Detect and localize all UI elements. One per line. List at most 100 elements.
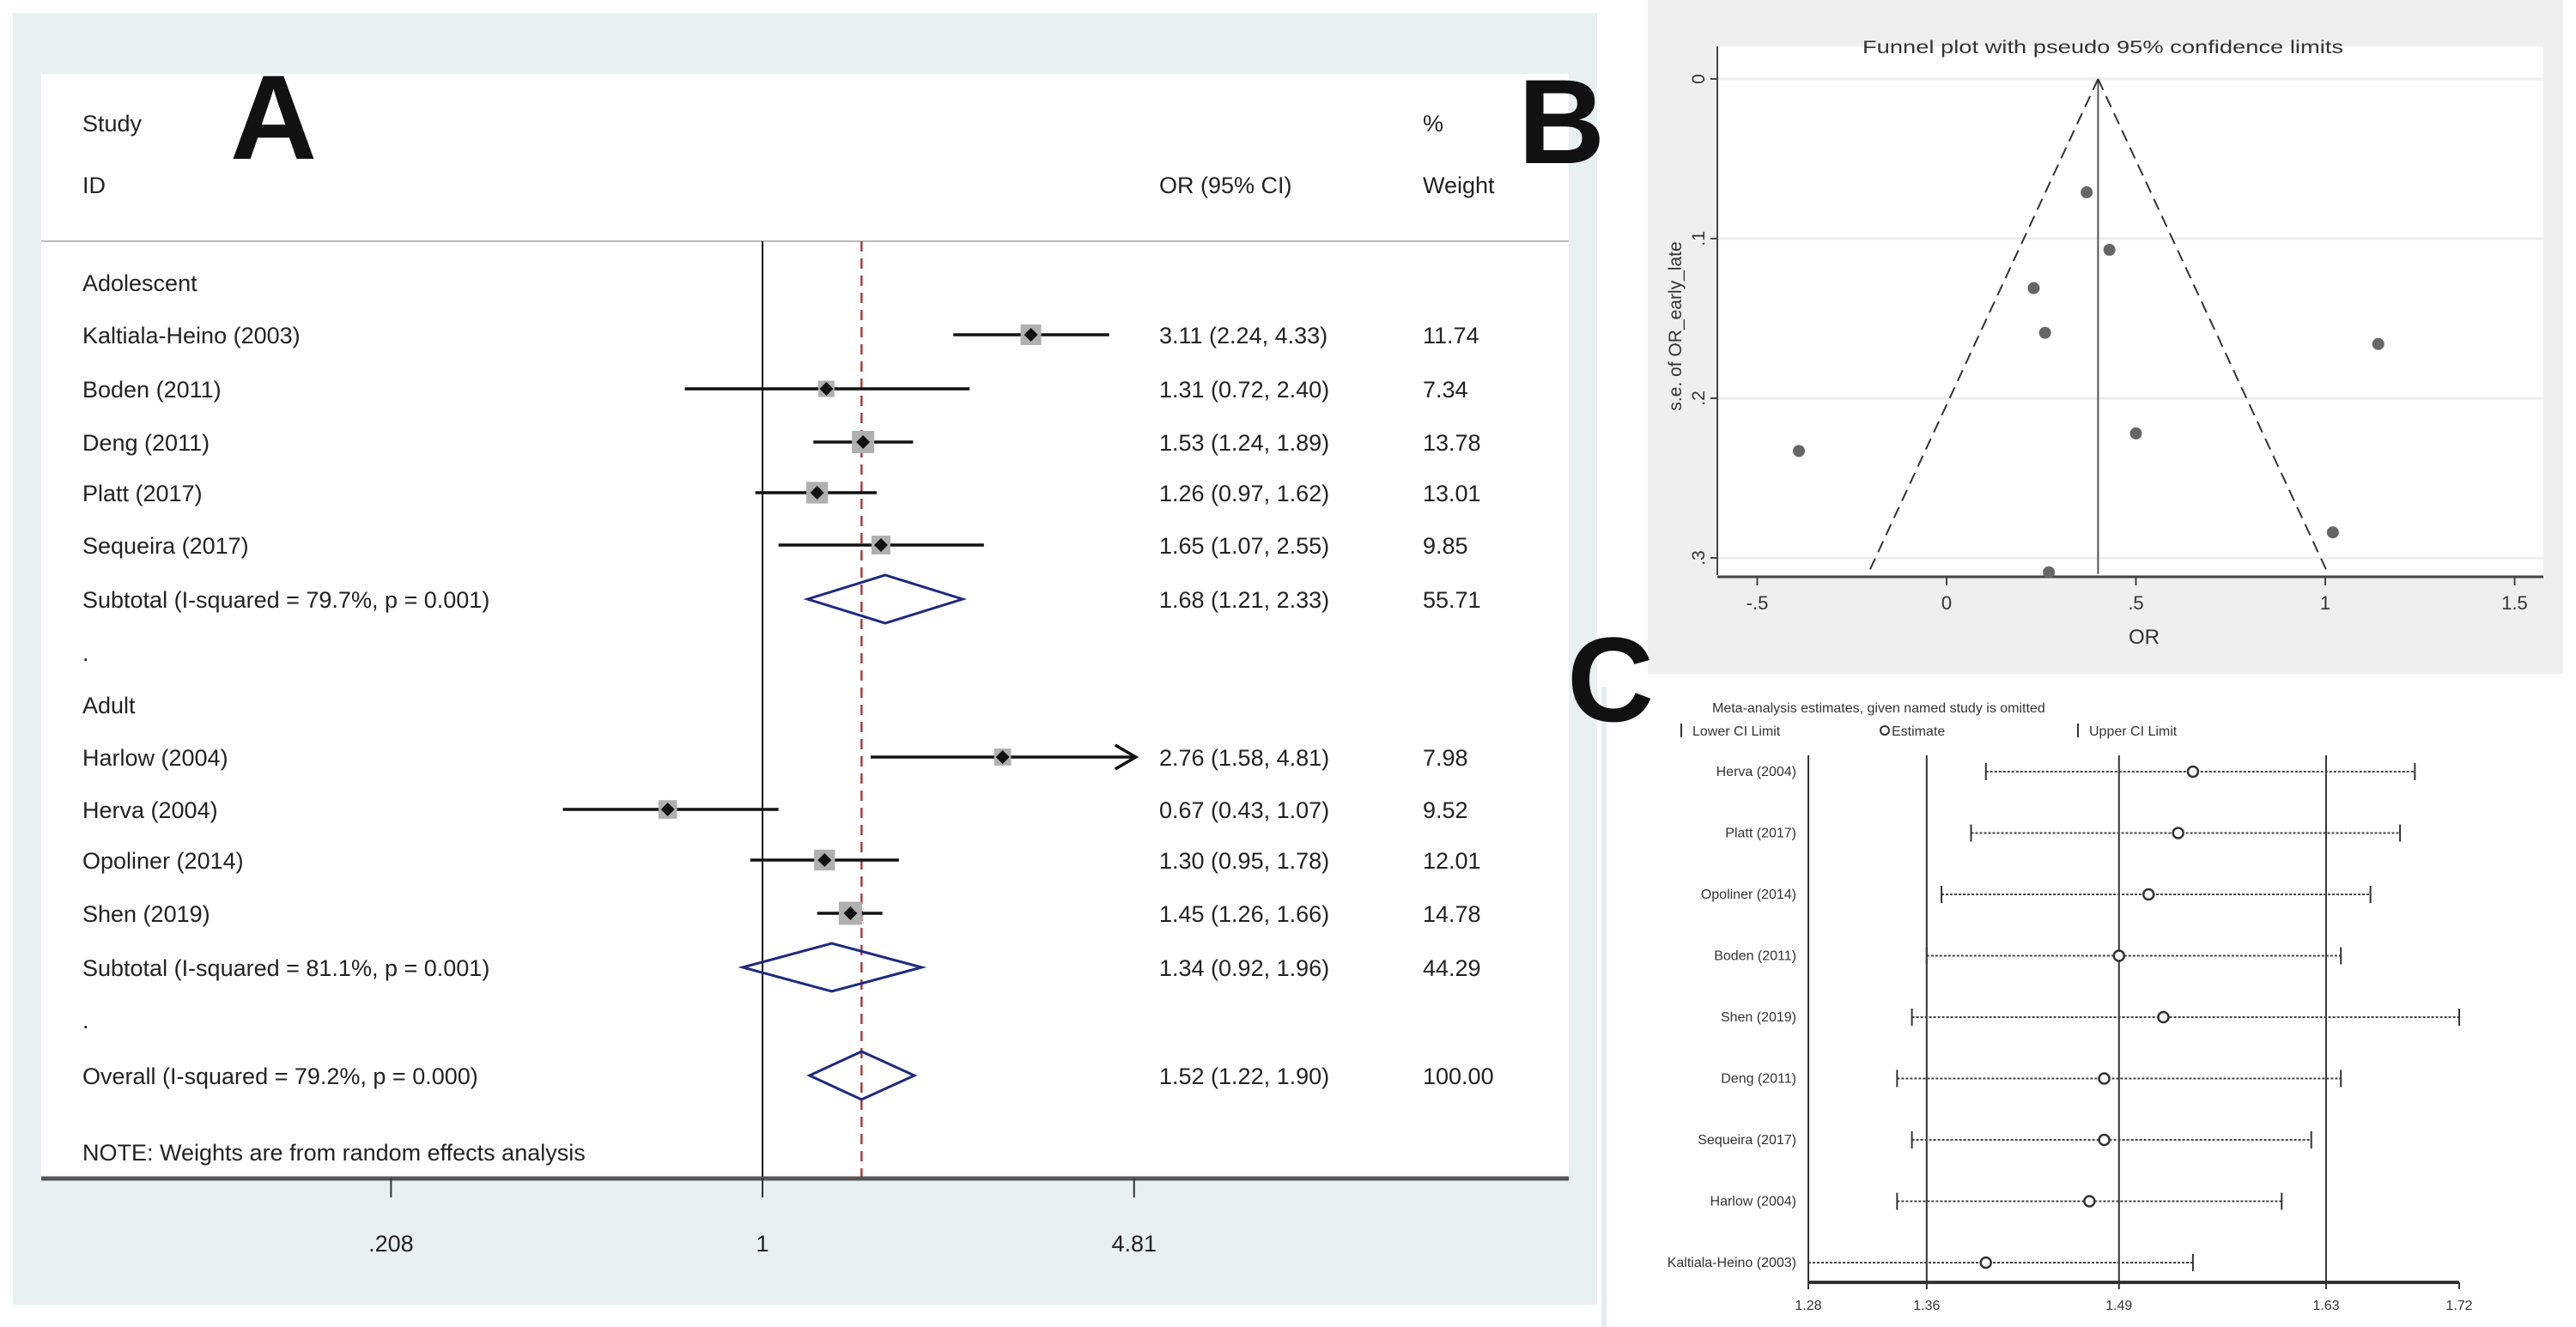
y-tick-label: .3 [1689,550,1709,566]
x-tick-label: 1.63 [2312,1299,2339,1313]
funnel-title: Funnel plot with pseudo 95% confidence l… [1862,38,2343,58]
or-ci-text: 1.53 (1.24, 1.89) [1159,430,1329,456]
influence-plot-panel: Meta-analysis estimates, given named stu… [1567,612,2473,1327]
study-row: Herva (2004) 0.67 (0.43, 1.07) 9.52 [82,797,1468,823]
study-point [2027,282,2040,294]
lower-confidence-limit [1867,78,2099,575]
weight-text: 13.01 [1423,481,1481,506]
study-point [2103,244,2116,257]
y-tick-label: .1 [1689,231,1709,246]
omitted-study-row: Sequeira (2017) [1698,1131,2312,1148]
influence-content: 1.28 1.36 1.49 1.63 1.72 Herva (2004) Platt (2… [1668,755,2473,1313]
omitted-study-label: Sequeira (2017) [1698,1133,1796,1148]
funnel-plot-area [1717,46,2543,575]
study-point [2038,326,2051,339]
or-ci-text: 1.65 (1.07, 2.55) [1159,533,1329,559]
study-label: Herva (2004) [82,797,218,823]
study-point [2326,526,2339,539]
point-estimate [819,382,834,396]
omitted-study-label: Deng (2011) [1721,1072,1796,1087]
study-row: Opoliner (2014) 1.30 (0.95, 1.78) 12.01 [82,848,1481,874]
header-id: ID [82,173,106,198]
study-row: Harlow (2004) 2.76 (1.58, 4.81) 7.98 [82,743,1468,771]
forest-plot-panel: Study ID OR (95% CI) % Weight Adolescent… [13,13,1597,1305]
group-label: Adolescent [82,270,197,296]
omitted-study-label: Harlow (2004) [1710,1195,1796,1209]
spacer-row: . [82,1008,89,1033]
study-point [2129,427,2142,439]
estimate-marker [2172,827,2184,839]
omitted-study-label: Kaltiala-Heino (2003) [1668,1256,1796,1270]
y-tick-label: .2 [1689,391,1709,406]
omitted-study-row: Herva (2004) [1716,763,2416,780]
study-label: Shen (2019) [82,901,210,927]
weight-text: 13.78 [1423,430,1481,456]
header-percent: % [1423,111,1443,136]
point-estimate [817,853,832,867]
subtotal-row: Subtotal (I-squared = 79.7%, p = 0.001) 1… [82,573,1481,625]
estimate-marker [2142,888,2155,901]
omitted-study-row: Platt (2017) [1725,824,2402,842]
omitted-study-row: Opoliner (2014) [1701,886,2372,903]
weight-text: 14.78 [1423,901,1481,927]
ci-arrow [1114,743,1139,771]
panel-label-a: A [230,50,317,185]
study-row: Sequeira (2017) 1.65 (1.07, 2.55) 9.85 [82,533,1468,559]
or-ci-text: 0.67 (0.43, 1.07) [1159,797,1329,823]
spacer-label: . [82,640,89,666]
or-ci-text: 1.31 (0.72, 2.40) [1159,377,1329,403]
study-label: Harlow (2004) [82,745,228,771]
point-estimate [1024,328,1038,342]
or-ci-text: 3.11 (2.24, 4.33) [1159,323,1327,348]
study-point [2081,186,2093,199]
x-tick-label: 1.72 [2445,1299,2472,1313]
x-tick-label: -.5 [1747,592,1769,614]
point-estimate [873,538,888,552]
group-row: Adolescent [82,270,197,296]
subtotal-row: Overall (I-squared = 79.2%, p = 0.000) 1.… [82,1050,1494,1101]
legend-estimate-icon [1880,725,1890,736]
x-tick-label: 1 [756,1231,769,1257]
forest-rows: Adolescent Kaltiala-Heino (2003) 3.11 (2.2… [82,241,1494,1179]
weight-text: 9.85 [1423,533,1468,559]
point-estimate [995,750,1010,764]
study-point [1793,445,1806,457]
point-estimate [810,486,824,500]
funnel-content: 0 .1 .2 .3 -.5 0 .5 1 1.5 [1689,46,2543,614]
estimate-marker [2112,949,2126,962]
study-row: Platt (2017) 1.26 (0.97, 1.62) 13.01 [82,481,1481,506]
subtotal-label: Overall (I-squared = 79.2%, p = 0.000) [82,1063,478,1089]
x-tick-label: 1 [2320,592,2330,614]
group-label: Adult [82,693,136,718]
or-ci-text: 1.45 (1.26, 1.66) [1159,901,1329,927]
omitted-study-row: Kaltiala-Heino (2003) [1668,1254,2194,1271]
weight-text: 7.34 [1423,377,1468,403]
panel-label-c: C [1567,612,1654,747]
omitted-study-label: Herva (2004) [1716,765,1796,779]
funnel-x-label: OR [2129,626,2160,649]
omitted-study-label: Opoliner (2014) [1701,888,1796,902]
x-tick-label: .208 [368,1231,414,1257]
or-ci-text: 2.76 (1.58, 4.81) [1159,745,1329,771]
point-estimate [856,435,871,449]
header-or: OR (95% CI) [1159,173,1292,198]
legend-label: Lower CI Limit [1692,724,1781,739]
pooled-diamond [803,573,968,625]
or-ci-text: 1.34 (0.92, 1.96) [1159,955,1329,981]
subtotal-label: Subtotal (I-squared = 79.7%, p = 0.001) [82,587,489,613]
study-point [2372,337,2385,350]
omitted-study-label: Boden (2011) [1714,949,1796,964]
x-tick-label: 0 [1941,592,1952,614]
study-point [2043,566,2056,579]
influence-title: Meta-analysis estimates, given named stu… [1712,701,2045,716]
header-weight: Weight [1423,173,1495,198]
panel-label-b: B [1518,54,1605,189]
study-label: Kaltiala-Heino (2003) [82,323,301,348]
y-tick-label: 0 [1689,74,1709,84]
weight-text: 100.00 [1423,1063,1494,1089]
weight-text: 55.71 [1423,587,1481,613]
omitted-study-row: Shen (2019) [1721,1009,2460,1026]
weight-text: 9.52 [1423,797,1468,823]
point-estimate [660,803,675,816]
point-estimate [843,906,858,920]
